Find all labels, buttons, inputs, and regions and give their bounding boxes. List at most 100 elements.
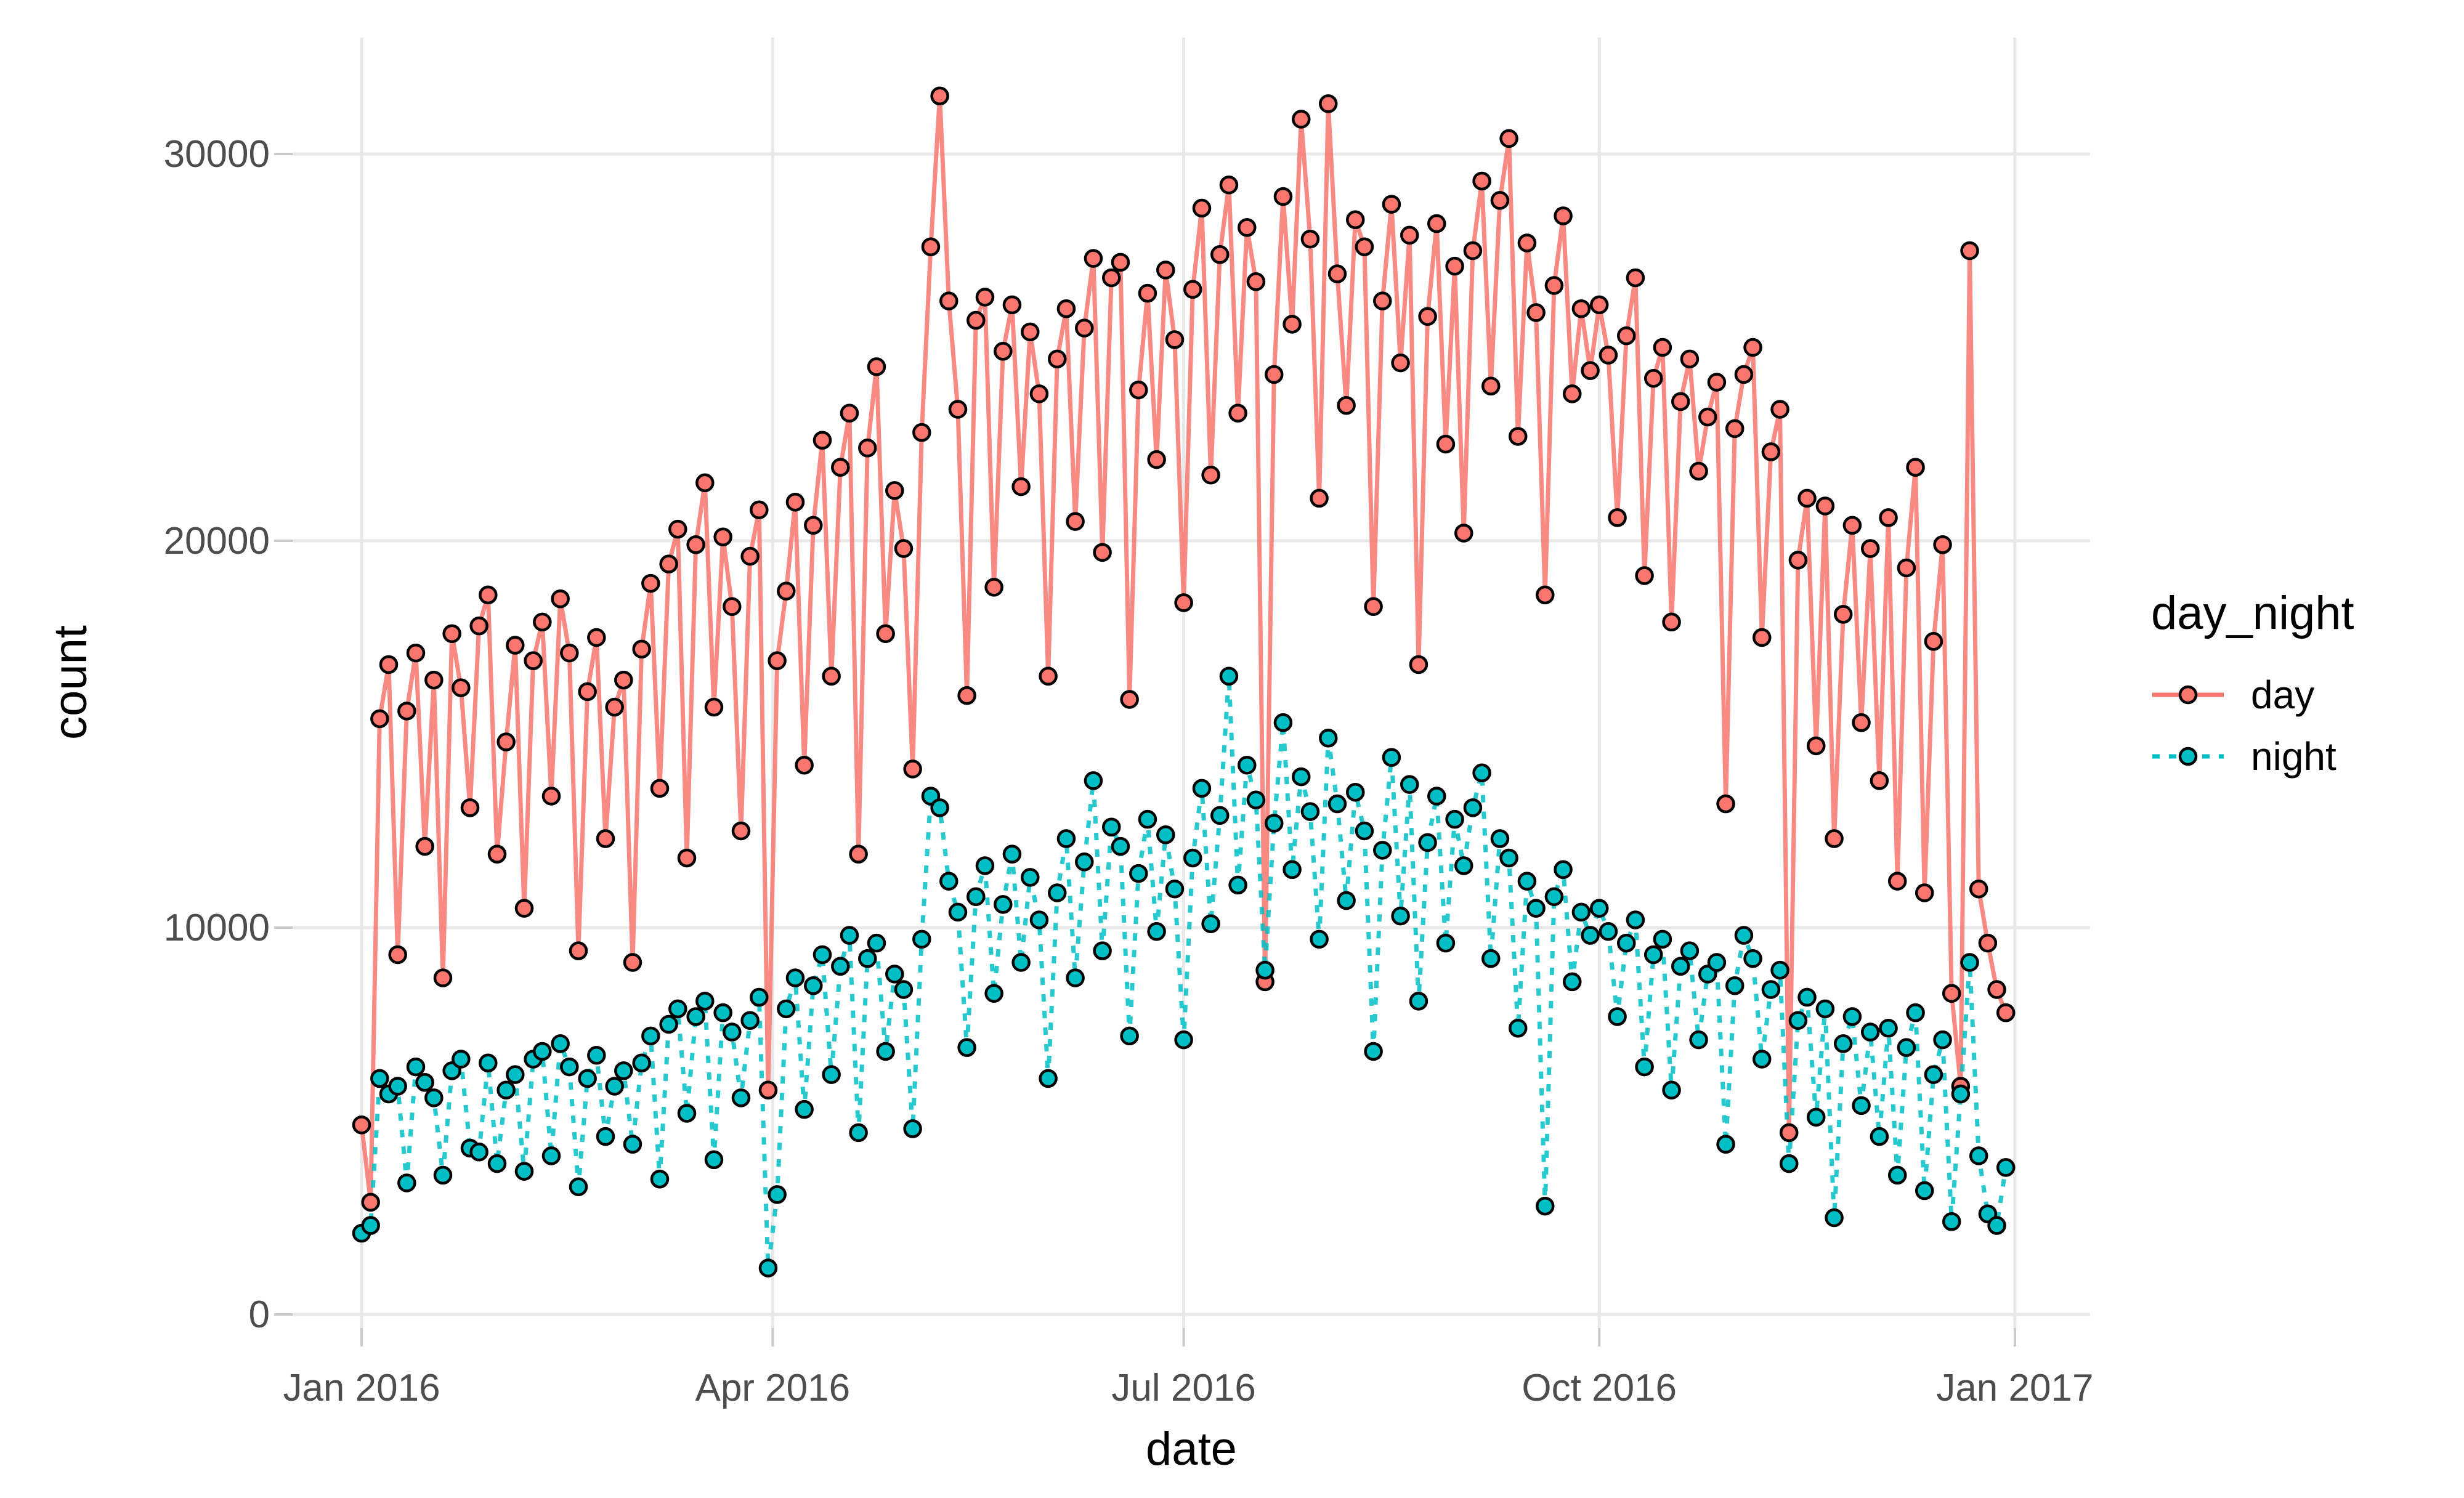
- data-point-day: [1346, 210, 1365, 230]
- data-point-day: [704, 697, 724, 717]
- chart-figure: Jan 2016 Apr 2016 Jul 2016 Oct 2016 Jan 2017…: [25, 10, 2464, 1488]
- data-point-night: [795, 1099, 814, 1119]
- data-point-night: [1589, 899, 1609, 918]
- data-point-day: [496, 732, 516, 751]
- data-point-day: [1084, 249, 1103, 268]
- data-point-day: [1924, 632, 1943, 651]
- data-point-night: [1996, 1158, 2016, 1177]
- data-point-day: [777, 581, 796, 601]
- data-point-night: [1870, 1127, 1889, 1146]
- data-point-night: [1860, 1022, 1880, 1042]
- data-point-night: [1021, 868, 1040, 887]
- data-point-night: [1887, 1165, 1907, 1185]
- data-point-night: [406, 1057, 426, 1077]
- data-point-day: [1608, 508, 1627, 527]
- data-point-day: [1029, 384, 1049, 403]
- data-point-night: [415, 1072, 434, 1092]
- x-axis-tick-labels: Jan 2016 Apr 2016 Jul 2016 Oct 2016 Jan 2017: [283, 1367, 2093, 1409]
- data-point-day: [1743, 338, 1762, 357]
- data-point-day: [650, 779, 670, 798]
- data-point-night: [506, 1065, 525, 1084]
- data-point-night: [1842, 1007, 1862, 1026]
- data-point-day: [939, 291, 958, 310]
- data-point-day: [415, 836, 434, 856]
- data-point-day: [1825, 829, 1844, 848]
- data-point-day: [1599, 346, 1618, 365]
- data-point-night: [1319, 729, 1338, 748]
- y-axis-title: count: [44, 625, 97, 740]
- data-point-night: [1391, 906, 1410, 926]
- data-point-night: [487, 1154, 507, 1173]
- data-point-night: [1608, 1007, 1627, 1026]
- data-point-night: [1616, 933, 1636, 953]
- data-point-day: [1616, 326, 1636, 346]
- data-point-day: [1626, 268, 1645, 288]
- data-point-night: [704, 1150, 724, 1170]
- data-point-day: [1364, 597, 1383, 617]
- data-point-night: [939, 872, 958, 891]
- data-point-day: [695, 473, 715, 493]
- data-point-day: [1581, 361, 1600, 380]
- data-point-night: [541, 1146, 561, 1165]
- data-point-day: [1120, 690, 1139, 709]
- data-point-night: [1779, 1154, 1799, 1173]
- data-point-day: [379, 655, 399, 674]
- data-point-night: [912, 929, 931, 949]
- data-point-night: [1526, 899, 1546, 918]
- x-tick-label: Jan 2016: [283, 1367, 440, 1409]
- data-point-day: [921, 237, 941, 256]
- data-point-night: [1653, 929, 1672, 949]
- data-point-day: [632, 639, 651, 659]
- data-point-night: [1048, 883, 1067, 902]
- data-point-night: [723, 1022, 742, 1042]
- data-point-day: [397, 702, 416, 721]
- data-point-night: [1310, 929, 1329, 949]
- data-point-night: [831, 957, 850, 976]
- data-point-night: [1481, 949, 1501, 968]
- data-point-day: [1752, 628, 1772, 647]
- data-point-day: [1228, 403, 1247, 423]
- data-point-night: [1797, 987, 1817, 1007]
- data-point-day: [1508, 427, 1528, 446]
- data-point-night: [686, 1007, 705, 1026]
- data-point-night: [1066, 968, 1085, 987]
- data-point-day: [578, 682, 597, 702]
- data-point-day: [1815, 496, 1835, 516]
- data-series-layer: [352, 86, 2016, 1277]
- data-point-day: [1689, 461, 1708, 481]
- data-point-night: [858, 949, 877, 968]
- data-point-day: [1039, 666, 1058, 686]
- data-point-night: [1192, 779, 1212, 798]
- data-point-day: [1174, 593, 1193, 612]
- data-point-night: [1246, 790, 1266, 810]
- data-point-night: [1373, 841, 1392, 860]
- data-point-night: [479, 1053, 498, 1073]
- data-point-day: [452, 678, 471, 697]
- data-point-night: [1075, 852, 1094, 872]
- data-point-day: [1300, 229, 1320, 249]
- data-point-day: [533, 612, 552, 632]
- data-point-day: [614, 670, 633, 690]
- data-point-night: [1643, 945, 1663, 965]
- data-point-day: [1327, 264, 1347, 283]
- data-point-day: [406, 643, 426, 663]
- data-point-day: [1292, 110, 1311, 129]
- data-point-night: [885, 965, 904, 984]
- data-point-day: [1021, 322, 1040, 342]
- data-point-night: [1987, 1216, 2006, 1235]
- data-point-day: [885, 481, 904, 500]
- data-point-night: [1454, 856, 1473, 875]
- data-point-day: [740, 546, 760, 566]
- data-point-day: [1310, 488, 1329, 508]
- data-point-day: [1075, 318, 1094, 338]
- data-point-night: [1815, 999, 1835, 1019]
- data-point-night: [750, 987, 769, 1007]
- data-point-day: [686, 535, 705, 554]
- legend-key-point-night: [2178, 747, 2198, 766]
- data-point-night: [1833, 1034, 1853, 1053]
- data-point-day: [994, 342, 1013, 361]
- data-point-night: [1400, 775, 1419, 794]
- data-point-day: [1942, 984, 1961, 1003]
- data-point-day: [1111, 253, 1130, 272]
- data-point-night: [695, 992, 715, 1011]
